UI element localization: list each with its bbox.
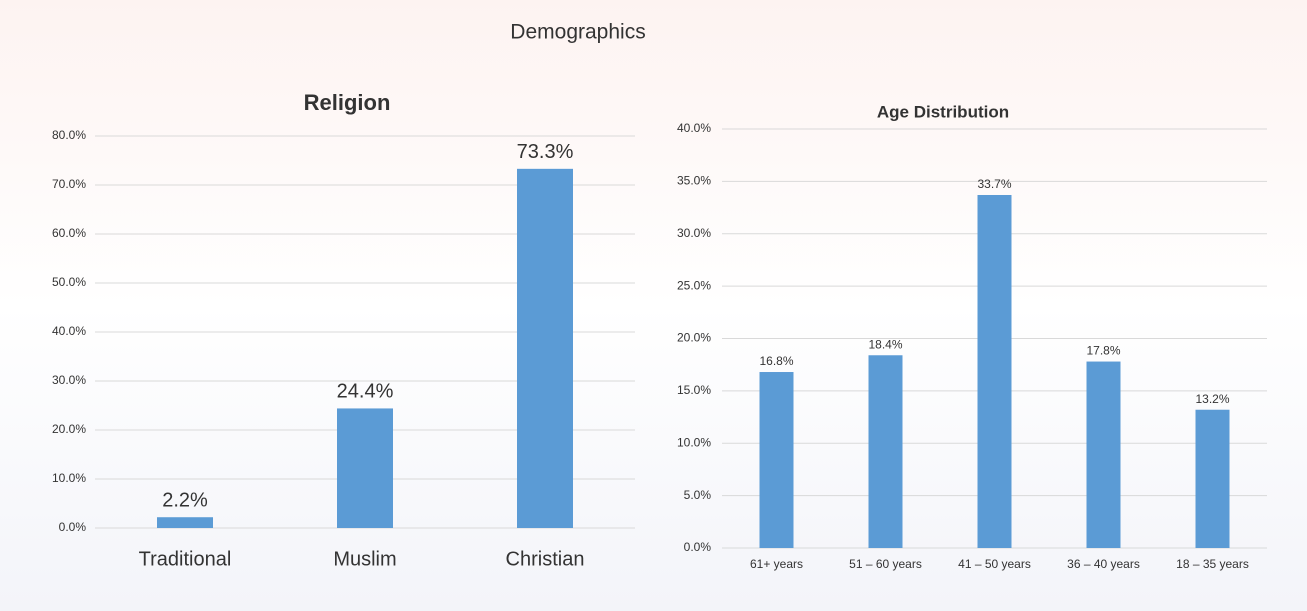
x-tick-label: 36 – 40 years [1067,557,1140,571]
y-tick-label: 5.0% [684,488,712,502]
y-tick-label: 15.0% [677,383,711,397]
y-tick-label: 10.0% [677,435,711,449]
y-tick-label: 40.0% [677,121,711,135]
y-tick-label: 10.0% [52,471,86,485]
bar [759,372,794,548]
x-tick-label: 41 – 50 years [958,557,1031,571]
y-tick-label: 0.0% [59,520,87,534]
y-tick-label: 20.0% [52,422,86,436]
data-label: 13.2% [1195,392,1229,406]
y-tick-label: 50.0% [52,275,86,289]
y-tick-label: 40.0% [52,324,86,338]
chart-title: Age Distribution [877,102,1009,121]
y-tick-label: 35.0% [677,174,711,188]
data-label: 24.4% [337,381,394,403]
data-label: 73.3% [517,141,574,163]
bar [1195,409,1230,548]
bar [868,355,903,548]
y-tick-label: 20.0% [677,331,711,345]
x-tick-label: 61+ years [750,557,803,571]
x-tick-label: 51 – 60 years [849,557,922,571]
data-label: 2.2% [162,490,208,512]
y-tick-label: 60.0% [52,226,86,240]
x-tick-label: Traditional [139,548,232,570]
y-tick-label: 25.0% [677,278,711,292]
y-tick-label: 80.0% [52,128,86,142]
data-label: 17.8% [1086,344,1120,358]
bar [517,168,573,528]
y-tick-label: 30.0% [677,226,711,240]
bar [977,194,1012,548]
x-tick-label: Christian [506,548,585,570]
bar [1086,361,1121,548]
data-label: 16.8% [759,354,793,368]
y-tick-label: 30.0% [52,373,86,387]
bar [337,408,393,528]
y-tick-label: 70.0% [52,177,86,191]
data-label: 18.4% [868,337,902,351]
data-label: 33.7% [977,177,1011,191]
x-tick-label: 18 – 35 years [1176,557,1249,571]
chart-title: Religion [304,90,391,115]
bar [157,517,213,528]
x-tick-label: Muslim [333,548,396,570]
page-title: Demographics [510,21,645,44]
y-tick-label: 0.0% [684,540,712,554]
